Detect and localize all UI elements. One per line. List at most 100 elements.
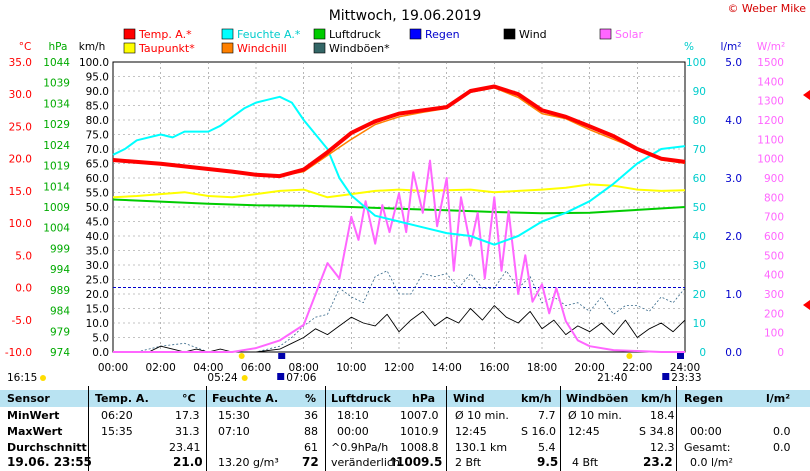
axis-tick-solar: 300 — [764, 289, 784, 301]
axis-tick-hpa: 1009 — [43, 202, 70, 214]
axis-tick-pct: 0 — [699, 347, 706, 359]
axis-tick-rain: 3.0 — [725, 173, 742, 185]
axis-tick-rain: 5.0 — [725, 57, 742, 69]
x-tick-label: 24:00 — [670, 362, 700, 374]
series-luftdruck — [112, 198, 686, 215]
moonset-time: 07:06 — [286, 372, 317, 384]
max-label: MaxWert — [7, 425, 63, 438]
legend-label: Solar — [615, 28, 644, 41]
avg-hum: 61 — [304, 441, 318, 454]
avg-rain: 0.0 — [773, 441, 791, 454]
axis-tick-temp: 35.0 — [9, 57, 32, 69]
axis-tick-hpa: 994 — [50, 264, 70, 276]
axis-tick-kmh: 5.0 — [92, 333, 109, 345]
x-tick-label: 16:00 — [479, 362, 509, 374]
stats-max-row: MaxWert 15:35 31.3 07:10 88 00:00 1010.9… — [0, 423, 810, 440]
site-credit-link[interactable]: © Weber Mike — [727, 2, 806, 15]
marker-left-time: 16:15 — [7, 372, 37, 384]
axis-tick-solar: 1200 — [757, 115, 784, 127]
series-wind — [113, 305, 686, 353]
min-hum-time: 15:30 — [218, 409, 250, 422]
series-taupunkt- — [112, 183, 686, 199]
x-tick-label: 14:00 — [432, 362, 462, 374]
min-temp: 17.3 — [175, 409, 200, 422]
stats-header-row: Sensor Temp. A. °C Feuchte A. % Luftdruc… — [0, 390, 810, 407]
axis-tick-temp: 30.0 — [9, 89, 32, 101]
stats-table: Sensor Temp. A. °C Feuchte A. % Luftdruc… — [0, 386, 810, 471]
x-tick-label: 04:00 — [193, 362, 223, 374]
axis-tick-kmh: 30.0 — [86, 260, 109, 272]
axis-unit-rain: l/m² — [721, 41, 742, 53]
moonrise-time: 23:33 — [671, 372, 701, 384]
legend-swatch — [503, 28, 516, 40]
axis-tick-kmh: 15.0 — [86, 304, 109, 316]
series-temp-a- — [112, 84, 686, 179]
legend-label: Temp. A.* — [138, 28, 192, 41]
axis-tick-rain: 0.0 — [725, 347, 742, 359]
x-tick-label: 22:00 — [622, 362, 652, 374]
chart-title: Mittwoch, 19.06.2019 — [329, 8, 482, 24]
legend-swatch — [123, 42, 136, 54]
moonrise-icon — [662, 373, 670, 380]
min-pres: 1007.0 — [400, 409, 439, 422]
col-sep — [676, 386, 677, 471]
max-temp-time: 15:35 — [101, 425, 133, 438]
axis-tick-solar: 500 — [764, 250, 784, 262]
hdr-rain-unit: l/m² — [766, 392, 791, 405]
axis-tick-hpa: 1019 — [43, 161, 70, 173]
axis-tick-solar: 700 — [764, 212, 784, 224]
axis-tick-pct: 20 — [693, 289, 706, 301]
axis-tick-rain: 2.0 — [725, 231, 742, 243]
axis-tick-kmh: 25.0 — [86, 275, 109, 287]
x-tick-label: 00:00 — [98, 362, 128, 374]
max-wind: S 16.0 — [521, 425, 556, 438]
x-tick-label: 06:00 — [241, 362, 271, 374]
axis-tick-kmh: 50.0 — [86, 202, 109, 214]
axis-tick-solar: 200 — [764, 308, 784, 320]
x-tick-label: 08:00 — [289, 362, 319, 374]
sunrise-time: 05:24 — [207, 372, 238, 384]
axis-tick-pct: 50 — [693, 202, 706, 214]
max-pres-time: 00:00 — [337, 425, 369, 438]
col-sep — [560, 386, 561, 471]
max-pres: 1010.9 — [400, 425, 439, 438]
legend-swatch — [221, 42, 234, 54]
now-gust-bft: 4 Bft — [572, 456, 599, 469]
col-sep — [446, 386, 447, 471]
axis-tick-hpa: 999 — [50, 243, 70, 255]
min-label: MinWert — [7, 409, 60, 422]
axis-tick-kmh: 90.0 — [86, 86, 109, 98]
hdr-wind-unit: km/h — [521, 392, 552, 405]
right-marker-temp — [803, 90, 810, 100]
axis-tick-solar: 1500 — [757, 57, 784, 69]
min-wind: 7.7 — [538, 409, 556, 422]
axis-tick-temp: 15.0 — [9, 186, 32, 198]
axis-tick-kmh: 95.0 — [86, 72, 109, 84]
hdr-sensor: Sensor — [7, 392, 50, 405]
max-temp: 31.3 — [175, 425, 200, 438]
max-hum-time: 07:10 — [218, 425, 250, 438]
legend-label: Windböen* — [329, 42, 390, 55]
axis-tick-solar: 600 — [764, 231, 784, 243]
axis-tick-pct: 90 — [693, 86, 706, 98]
axis-tick-hpa: 979 — [50, 326, 70, 338]
moonset-icon — [277, 373, 285, 380]
pressure-trend-icon: ↑ — [388, 455, 399, 469]
hdr-gust-unit: km/h — [641, 392, 672, 405]
series-feuchte-a- — [112, 95, 686, 246]
col-sep — [88, 386, 89, 471]
legend-swatch — [409, 28, 422, 40]
axis-unit-solar: W/m² — [757, 41, 785, 53]
axis-tick-temp: -5.0 — [12, 315, 33, 327]
min-temp-time: 06:20 — [101, 409, 133, 422]
axis-tick-kmh: 40.0 — [86, 231, 109, 243]
now-pres-trend: veränderlich — [331, 456, 400, 469]
legend-label: Wind — [519, 28, 547, 41]
axis-tick-solar: 1100 — [757, 134, 784, 146]
axis-tick-kmh: 85.0 — [86, 101, 109, 113]
axis-tick-solar: 1000 — [757, 154, 784, 166]
x-tick-label: 10:00 — [336, 362, 366, 374]
hdr-pres-unit: hPa — [412, 392, 436, 405]
axis-tick-kmh: 55.0 — [86, 188, 109, 200]
